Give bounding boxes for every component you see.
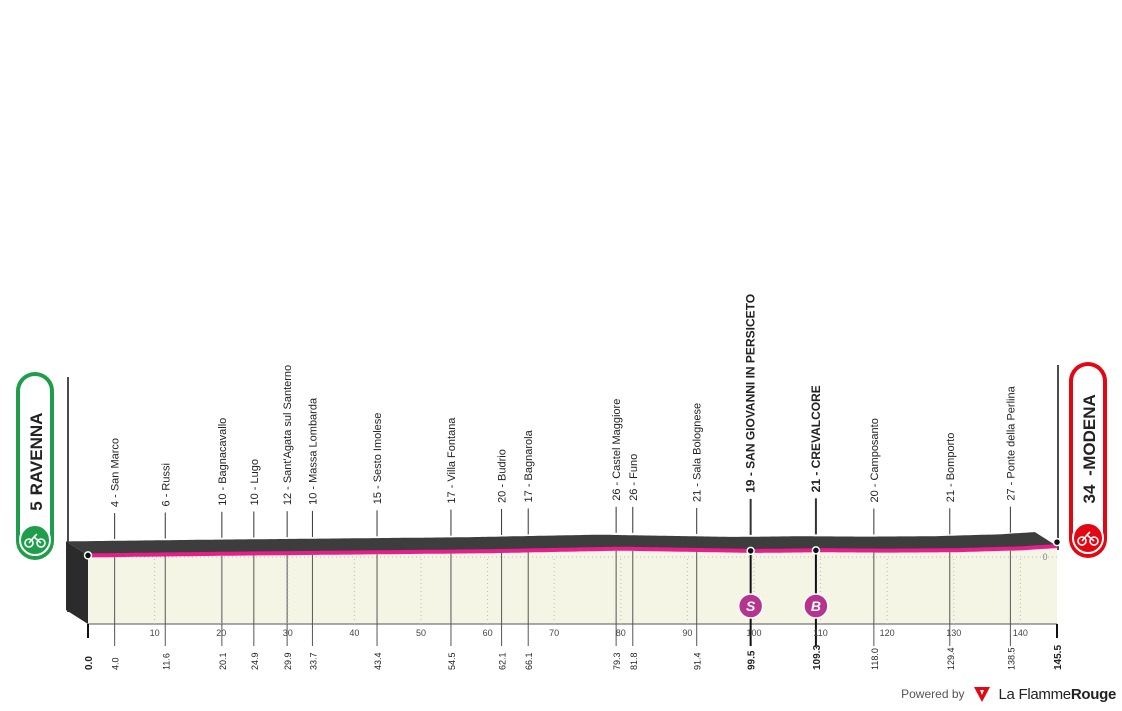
- bicycle-icon: [1077, 531, 1099, 546]
- waypoint-label: 17 - Bagnarola: [523, 429, 535, 502]
- x-tick-label: 140: [1013, 628, 1028, 638]
- waypoint-label: 21 - Bomporto: [945, 433, 957, 503]
- waypoint-km-label: 79.3: [612, 652, 622, 670]
- start-badge: RAVENNA 5 -: [16, 372, 54, 560]
- waypoint-lines: [114, 498, 1011, 646]
- x-tick-label: 120: [880, 628, 895, 638]
- x-axis-ticks: 10 20 30 40 50 60 70 80 90 100 110 120 130 140: [150, 559, 1028, 638]
- stage-profile-chart: RAVENNA 5 - MODENA 34 - 4 - San Marco 6 -…: [16, 294, 1107, 670]
- waypoint-label: 12 - Sant'Agata sul Santerno: [282, 365, 294, 505]
- finish-altitude: 34: [1080, 484, 1099, 503]
- sprint-marker-letter: S: [746, 598, 756, 614]
- waypoint-label: 10 - Massa Lombarda: [307, 397, 319, 505]
- finish-label: MODENA: [1080, 394, 1099, 470]
- waypoint-label: 26 - Castel Maggiore: [611, 399, 623, 501]
- x-tick-label: 110: [813, 628, 827, 638]
- profile-front-face: [88, 546, 1057, 624]
- footer: Powered by La FlammeRouge: [901, 685, 1116, 703]
- waypoint-label: 19 - SAN GIOVANNI IN PERSICETO: [744, 294, 758, 493]
- waypoint-km-label: 99.5: [747, 650, 758, 670]
- waypoint-label: 21 - Sala Bolognese: [692, 403, 704, 502]
- x-tick-label: 80: [616, 628, 626, 638]
- sprint-marker-letter: B: [811, 598, 821, 614]
- waypoint-km-label: 43.4: [373, 652, 383, 670]
- waypoint-km-label: 54.5: [447, 652, 457, 670]
- x-tick-label: 10: [150, 628, 160, 638]
- waypoint-km-label: 11.6: [161, 653, 171, 670]
- profile-side-face: [66, 541, 88, 624]
- waypoint-label: 10 - Lugo: [249, 459, 261, 505]
- finish-km-label: 145.5: [1053, 645, 1064, 670]
- waypoint-label: 27 - Ponte della Perlina: [1005, 385, 1017, 500]
- waypoint-label: 26 - Funo: [628, 454, 640, 501]
- waypoint-km-label: 29.9: [283, 652, 293, 670]
- waypoint-label: 21 - CREVALCORE: [809, 385, 823, 492]
- x-tick-label: 60: [483, 628, 493, 638]
- waypoint-label: 10 - Bagnacavallo: [217, 418, 229, 506]
- waypoint-dot: [811, 546, 821, 555]
- x-tick-label: 30: [283, 628, 293, 638]
- km-labels: 4.0 11.6 20.1 24.9 29.9 33.7 43.4 54.5 62.1 66.1 7…: [84, 624, 1064, 670]
- waypoint-label: 17 - Villa Fontana: [446, 417, 458, 504]
- route-line: [88, 544, 1058, 558]
- waypoint-dot: [746, 546, 755, 556]
- waypoint-km-label: 91.4: [693, 652, 703, 670]
- waypoint-label: 15 - Sesto Imolese: [372, 413, 384, 505]
- finish-dot: [1052, 537, 1062, 547]
- waypoint-km-label: 4.0: [111, 657, 121, 670]
- finish-badge: MODENA 34 -: [1069, 362, 1107, 558]
- powered-by-text: Powered by: [901, 687, 965, 701]
- brand-name: La FlammeRouge: [999, 686, 1117, 703]
- start-km-label: 0.0: [84, 656, 95, 670]
- waypoint-km-label: 129.4: [946, 647, 956, 670]
- la-flamme-rouge-logo-icon: [973, 687, 990, 702]
- sprint-marker-circle: [737, 593, 764, 619]
- x-tick-label: 50: [416, 628, 426, 638]
- x-tick-label: 20: [216, 628, 226, 638]
- sprint-marker-circle: [803, 593, 829, 619]
- waypoint-km-label: 109.3: [812, 645, 823, 670]
- waypoint-km-label: 62.1: [498, 652, 508, 670]
- x-tick-label: 40: [349, 628, 359, 638]
- start-altitude: 5: [27, 501, 46, 510]
- x-tick-label: 130: [946, 628, 961, 638]
- waypoint-label: 20 - Budrio: [497, 449, 509, 503]
- y-reference-label: 0: [1042, 552, 1047, 562]
- waypoint-km-label: 138.5: [1006, 647, 1016, 670]
- start-label: RAVENNA: [27, 413, 46, 496]
- start-separator: -: [27, 489, 46, 495]
- finish-separator: -: [1080, 470, 1099, 476]
- waypoint-label: 4 - San Marco: [110, 438, 122, 507]
- brand-light: La Flamme: [998, 685, 1072, 703]
- x-tick-label: 90: [682, 628, 692, 638]
- waypoint-label: 6 - Russi: [160, 463, 172, 506]
- waypoint-km-label: 66.1: [524, 652, 534, 670]
- waypoint-km-label: 24.9: [250, 652, 260, 670]
- waypoint-labels: 4 - San Marco 6 - Russi 10 - Bagnacavallo 1…: [110, 294, 1018, 507]
- waypoint-km-label: 33.7: [308, 652, 318, 670]
- waypoint-km-label: 81.8: [629, 652, 639, 670]
- brand-bold: Rouge: [1070, 685, 1116, 703]
- x-tick-label: 70: [549, 628, 559, 638]
- waypoint-km-label: 118.0: [870, 648, 880, 670]
- x-tick-label: 100: [746, 628, 761, 638]
- bicycle-icon: [24, 533, 46, 548]
- start-dot: [83, 551, 93, 560]
- waypoint-km-label: 20.1: [218, 652, 228, 670]
- waypoint-label: 20 - Camposanto: [869, 418, 881, 502]
